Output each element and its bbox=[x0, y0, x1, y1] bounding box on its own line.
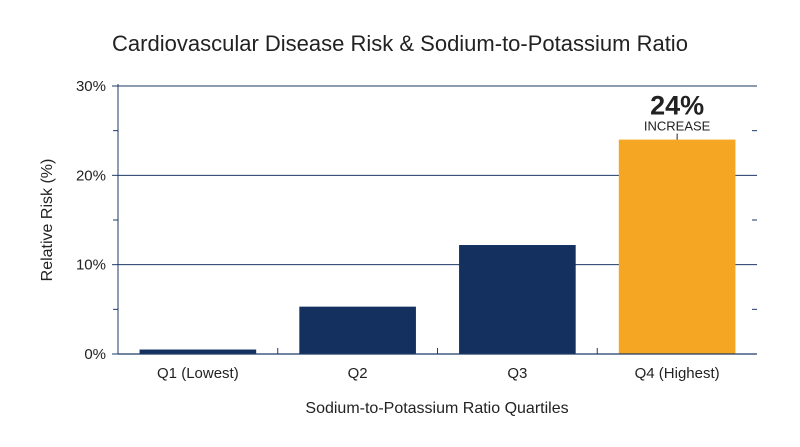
category-label: Q2 bbox=[348, 365, 368, 382]
y-tick-label: 30% bbox=[76, 78, 106, 95]
bar-2 bbox=[299, 306, 416, 354]
annotation-label: INCREASE bbox=[644, 119, 711, 134]
annotation-value: 24% bbox=[650, 91, 704, 121]
bar-1 bbox=[139, 349, 257, 354]
category-label: Q1 (Lowest) bbox=[157, 365, 239, 382]
bar-3 bbox=[459, 245, 576, 354]
y-tick-label: 20% bbox=[76, 167, 106, 184]
y-tick-label: 10% bbox=[76, 257, 106, 274]
x-axis-title: Sodium-to-Potassium Ratio Quartiles bbox=[305, 400, 568, 417]
chart-title: Cardiovascular Disease Risk & Sodium-to-… bbox=[112, 31, 688, 56]
y-axis-title: Relative Risk (%) bbox=[39, 159, 56, 282]
y-tick-label: 0% bbox=[84, 346, 106, 363]
bar-4 bbox=[618, 139, 736, 354]
category-label: Q3 bbox=[507, 365, 527, 382]
bars bbox=[139, 139, 736, 354]
category-label: Q4 (Highest) bbox=[635, 365, 720, 382]
y-tick-labels: 0% 10% 20% 30% bbox=[76, 78, 106, 363]
minor-ticks bbox=[112, 85, 757, 355]
category-labels: Q1 (Lowest) Q2 Q3 Q4 (Highest) bbox=[157, 365, 720, 382]
